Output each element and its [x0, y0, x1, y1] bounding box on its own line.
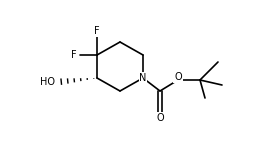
Text: O: O — [156, 113, 164, 123]
Text: HO: HO — [40, 77, 55, 87]
Text: O: O — [174, 72, 182, 82]
Text: F: F — [94, 26, 100, 36]
Text: F: F — [71, 50, 77, 60]
Text: N: N — [139, 73, 147, 83]
